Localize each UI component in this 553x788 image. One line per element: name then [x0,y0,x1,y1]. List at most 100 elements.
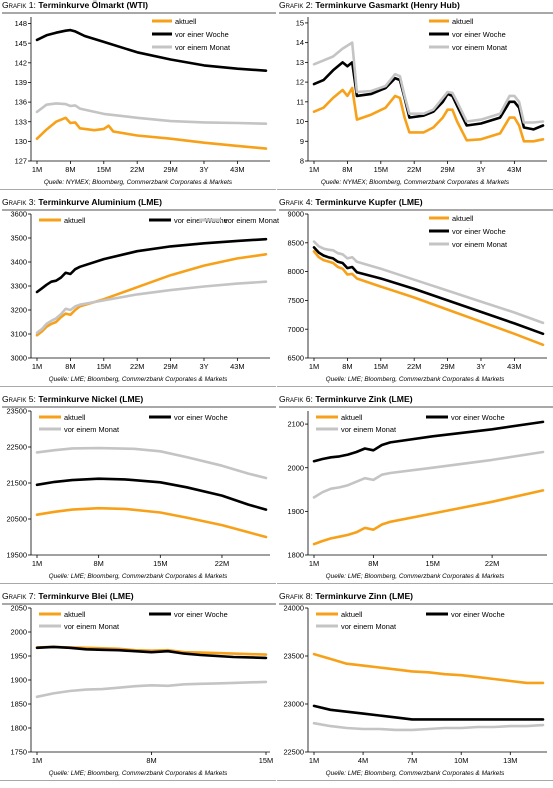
y-tick-label: 9 [300,137,304,146]
x-tick-label: 29M [440,362,454,371]
chart-svg: 6500 7000 7500 8000 8500 9000 1M 8M 15M 22M 29M 3Y 4… [288,210,547,371]
series-line [35,28,268,72]
x-tick-label: 8M [146,756,156,765]
legend-label: aktuell [341,413,363,422]
y-tick-label: 1900 [11,676,27,685]
series-line [35,446,268,480]
x-tick-label: 1M [32,362,42,371]
legend-label: aktuell [341,610,363,619]
chart-panel-copper: Grafik 4: Terminkurve Kupfer (LME) 6500 7… [277,197,553,394]
chart-title-prefix: Grafik 4: [279,197,313,207]
legend-label: vor einem Monat [341,425,396,434]
x-tick-label: 8M [65,165,75,174]
series-line [35,506,268,539]
chart-title-prefix: Grafik 1: [2,0,36,10]
x-tick-label: 22M [407,362,421,371]
x-tick-label: 1M [309,559,319,568]
y-tick-label: 1950 [11,652,27,661]
legend-label: aktuell [64,610,86,619]
chart-source: Quelle: LME; Bloomberg, Commerzbank Corp… [0,571,276,584]
legend-label: vor einer Woche [452,227,506,236]
y-tick-label: 9000 [288,210,304,219]
x-tick-label: 1M [32,756,42,765]
legend-label: vor einem Monat [224,216,279,225]
chart-title-text: Terminkurve Ölmarkt (WTI) [38,0,148,10]
series-lines [312,240,545,347]
y-tick-label: 23000 [283,700,304,709]
y-tick-label: 1800 [288,551,304,560]
axes: 22500 23000 23500 24000 1M 4M 7M 10M 13M [283,604,547,765]
y-tick-label: 2050 [11,604,27,613]
legend-label: aktuell [452,214,474,223]
x-tick-label: 29M [440,165,454,174]
y-tick-label: 13 [296,58,304,67]
y-tick-label: 3000 [11,354,27,363]
legend-label: aktuell [64,413,86,422]
legend-label: vor einer Woche [175,30,229,39]
y-tick-label: 7000 [288,325,304,334]
x-tick-label: 43M [507,362,521,371]
x-tick-label: 15M [259,756,273,765]
x-tick-label: 15M [97,362,111,371]
axes: 6500 7000 7500 8000 8500 9000 1M 8M 15M 22M 29M 3Y 4… [288,210,547,371]
axes: 1750 1800 1850 1900 1950 2000 2050 1M 8M 15M [11,604,274,765]
series-line [312,721,545,732]
chart-panel-nickel: Grafik 5: Terminkurve Nickel (LME) 19500… [0,394,276,591]
y-tick-label: 1750 [11,748,27,757]
y-tick-label: 8000 [288,267,304,276]
x-tick-label: 22M [485,559,499,568]
chart-title-text: Terminkurve Zinn (LME) [315,591,414,601]
series-lines [35,446,268,539]
y-tick-label: 7500 [288,296,304,305]
series-line [312,420,545,463]
chart-panel-gas: Grafik 2: Terminkurve Gasmarkt (Henry Hu… [277,0,553,197]
x-tick-label: 4M [358,756,368,765]
x-tick-label: 1M [32,165,42,174]
chart-title: Grafik 6: Terminkurve Zink (LME) [279,394,553,408]
axes: 19500 20500 21500 22500 23500 1M 8M 15M 22M [6,407,270,568]
series-line [312,489,545,546]
legend-label: vor einer Woche [174,413,228,422]
y-tick-label: 11 [296,97,304,106]
y-tick-label: 1900 [288,507,304,516]
legend-label: vor einem Monat [175,43,230,52]
y-tick-label: 14 [296,38,304,47]
y-tick-label: 127 [15,157,27,166]
y-tick-label: 10 [296,117,304,126]
x-tick-label: 22M [130,362,144,371]
series-lines [312,420,545,546]
y-tick-label: 3500 [11,234,27,243]
chart-title: Grafik 2: Terminkurve Gasmarkt (Henry Hu… [279,0,553,14]
series-line [312,250,545,347]
legend-label: vor einer Woche [452,30,506,39]
y-tick-label: 3400 [11,258,27,267]
series-line [312,61,545,131]
x-tick-label: 3Y [476,362,485,371]
legend-label: vor einem Monat [452,43,507,52]
x-tick-label: 1M [309,756,319,765]
y-tick-label: 130 [15,137,27,146]
chart-title-prefix: Grafik 7: [2,591,36,601]
x-tick-label: 13M [503,756,517,765]
y-tick-label: 12 [296,78,304,87]
y-tick-label: 142 [15,58,27,67]
x-tick-label: 8M [65,362,75,371]
series-line [35,280,268,335]
y-tick-label: 8 [300,157,304,166]
chart-title-text: Terminkurve Blei (LME) [38,591,134,601]
chart-source: Quelle: NYMEX; Bloomberg, Commerzbank Co… [277,177,553,190]
series-lines [35,645,268,699]
x-tick-label: 22M [407,165,421,174]
x-tick-label: 1M [309,362,319,371]
y-tick-label: 3200 [11,306,27,315]
y-tick-label: 24000 [283,604,304,613]
x-tick-label: 8M [342,362,352,371]
chart-svg: 127 130 133 136 139 142 145 148 1M 8M 15M 22M 29M 3Y 4… [15,17,270,174]
y-tick-label: 2100 [288,420,304,429]
x-tick-label: 43M [230,165,244,174]
